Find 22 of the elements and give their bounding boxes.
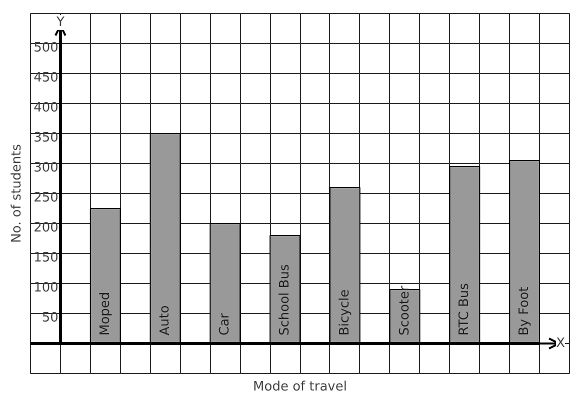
y-tick-label: 350 <box>34 130 58 146</box>
x-tick-label: Auto <box>158 305 173 336</box>
y-tick-label: 50 <box>42 310 58 326</box>
y-tick-label: 200 <box>34 220 58 236</box>
y-tick-label: 250 <box>34 190 58 206</box>
x-tick-label: By Foot <box>517 286 532 336</box>
y-tick-label: 500 <box>34 40 58 56</box>
x-tick-label: Scooter <box>397 285 412 336</box>
y-tick-label: 100 <box>34 280 58 296</box>
x-tick-label: Bicycle <box>337 289 352 336</box>
x-tick-label: Car <box>218 312 233 336</box>
y-tick-label: 450 <box>34 70 58 86</box>
y-tick-label: 150 <box>34 250 58 266</box>
y-tick-label: 300 <box>34 160 58 176</box>
annotation: Y <box>55 15 64 30</box>
x-tick-label: Moped <box>98 292 113 336</box>
x-axis-title: Mode of travel <box>253 380 347 394</box>
y-tick-label: 400 <box>34 100 58 116</box>
x-tick-label: RTC Bus <box>457 282 472 336</box>
annotation: X <box>556 336 566 351</box>
x-tick-label: School Bus <box>278 264 293 336</box>
y-axis-title: No. of students <box>10 144 24 243</box>
